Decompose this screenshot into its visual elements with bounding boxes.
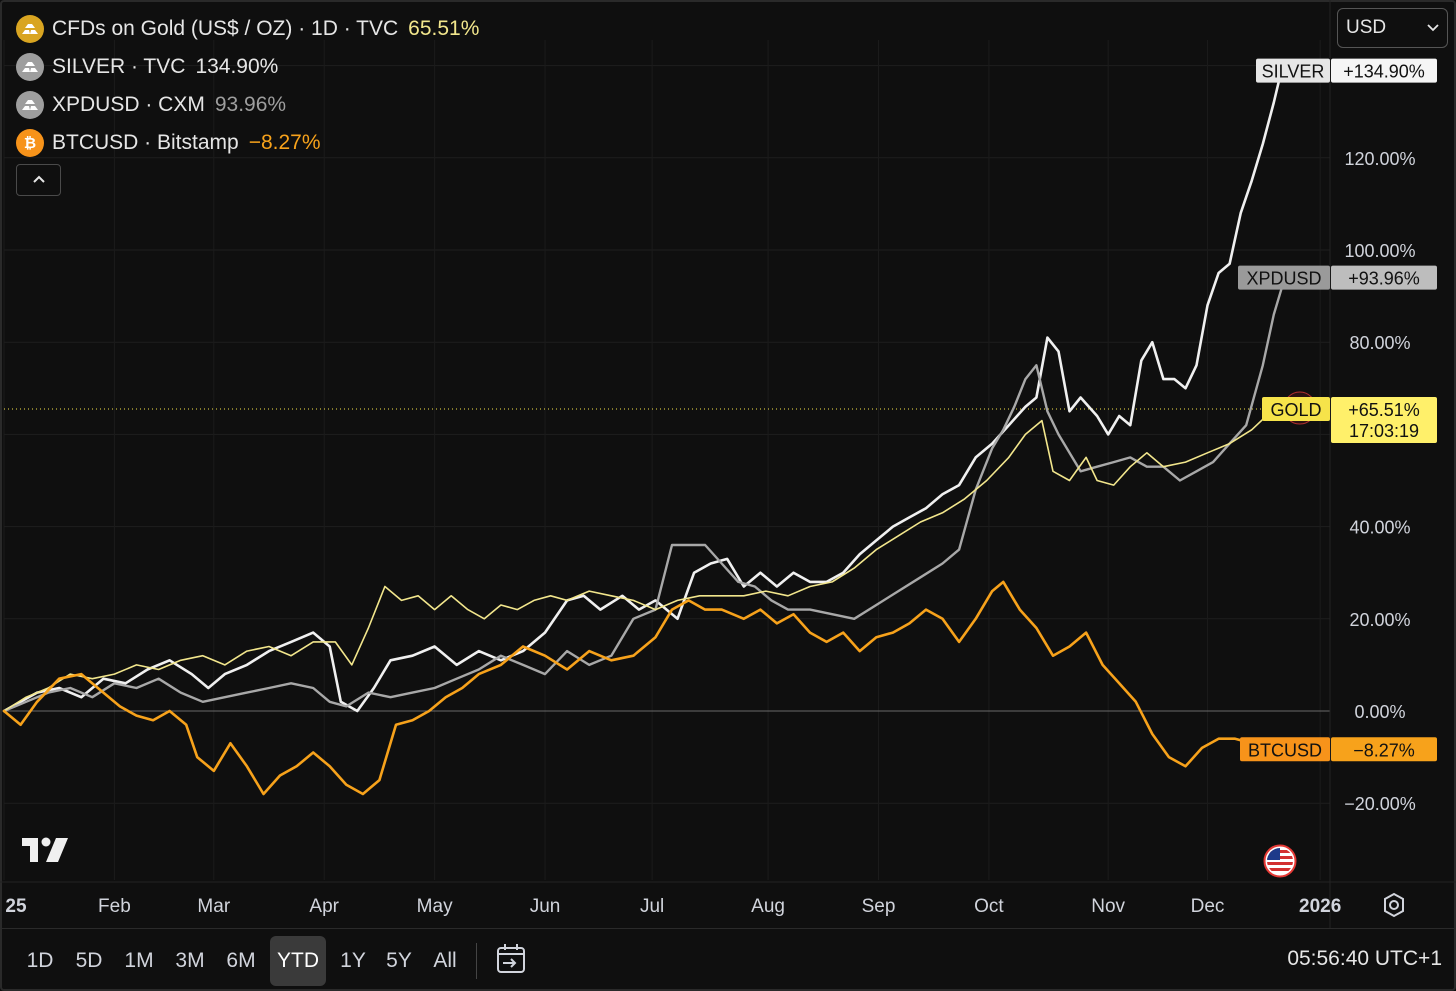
tradingview-logo-icon[interactable]	[22, 834, 70, 864]
legend-value: −8.27%	[248, 131, 321, 154]
legend-row-xpdusd[interactable]: XPDUSD · CXM 93.96%	[16, 86, 479, 124]
toolbar-divider	[476, 943, 477, 979]
badge-value-bg-xpdusd	[1331, 265, 1437, 290]
chevron-up-icon	[32, 175, 45, 183]
range-1m[interactable]: 1M	[124, 949, 154, 972]
badge-name-silver: SILVER	[1262, 62, 1325, 82]
legend: CFDs on Gold (US$ / OZ) · 1D · TVC 65.51…	[16, 10, 479, 162]
x-tick-label: Feb	[98, 896, 131, 917]
collapse-legend-button[interactable]	[16, 164, 61, 196]
badge-name-xpdusd: XPDUSD	[1246, 269, 1321, 289]
bitcoin-icon: ₿	[16, 129, 44, 157]
badge-value-silver: +134.90%	[1343, 62, 1425, 82]
x-tick-label: Nov	[1091, 896, 1125, 917]
badge-value-xpdusd: +93.96%	[1348, 269, 1420, 289]
legend-row-silver[interactable]: SILVER · TVC 134.90%	[16, 48, 479, 86]
range-5d[interactable]: 5D	[75, 949, 103, 972]
badge-name-bg-btcusd	[1240, 737, 1330, 762]
series-line-gold[interactable]	[3, 408, 1275, 712]
x-tick-label: Apr	[309, 896, 339, 917]
badge-name-btcusd: BTCUSD	[1248, 740, 1322, 760]
y-tick-label: 20.00%	[1349, 610, 1410, 630]
x-tick-label: Jul	[640, 896, 664, 917]
series-line-btcusd[interactable]	[2, 580, 1276, 796]
series-line-xpdusd[interactable]	[2, 276, 1286, 713]
x-tick-label: Sep	[862, 896, 896, 917]
x-tick-label: Aug	[751, 896, 785, 917]
range-6m[interactable]: 6M	[226, 949, 256, 972]
legend-value: 93.96%	[214, 93, 287, 116]
legend-name: BTCUSD · Bitstamp	[52, 131, 239, 154]
series-lines	[2, 64, 1317, 796]
x-tick-label: Oct	[974, 896, 1004, 917]
price-badges: SILVER +134.90% XPDUSD +93.96% GOLD +65.51%17…	[1238, 58, 1437, 762]
currency-label: USD	[1346, 17, 1387, 38]
badge-value-btcusd: −8.27%	[1353, 740, 1415, 760]
y-tick-label: 120.00%	[1344, 149, 1415, 169]
legend-name: CFDs on Gold (US$ / OZ) · 1D · TVC	[52, 17, 399, 40]
grid	[0, 0, 1456, 928]
legend-value: 134.90%	[195, 55, 279, 78]
series-line-silver[interactable]	[2, 64, 1284, 713]
legend-value: 65.51%	[408, 17, 480, 40]
range-5y[interactable]: 5Y	[386, 949, 412, 972]
y-tick-label: 80.00%	[1349, 333, 1410, 353]
clock-timezone[interactable]: 05:56:40 UTC+1	[1287, 947, 1442, 970]
badge-name-gold: GOLD	[1270, 400, 1321, 420]
range-ytd[interactable]: YTD	[270, 936, 326, 986]
legend-name: SILVER · TVC	[52, 55, 186, 78]
badge-name-bg-gold	[1262, 397, 1330, 422]
range-1y[interactable]: 1Y	[340, 949, 366, 972]
y-tick-label: 100.00%	[1344, 241, 1415, 261]
chevron-down-icon	[1427, 24, 1439, 32]
legend-row-btcusd[interactable]: ₿ BTCUSD · Bitstamp −8.27%	[16, 124, 479, 162]
legend-name: XPDUSD · CXM	[52, 93, 205, 116]
badge-value-bg-gold	[1331, 397, 1437, 444]
y-tick-label: −20.00%	[1344, 794, 1416, 814]
currency-select[interactable]: USD	[1337, 8, 1448, 48]
x-tick-label: Dec	[1191, 896, 1225, 917]
gold-bars-icon	[16, 15, 44, 43]
badge-value-gold: +65.51%	[1348, 400, 1420, 420]
calendar-goto-icon[interactable]	[493, 941, 529, 977]
range-3m[interactable]: 3M	[175, 949, 205, 972]
us-flag-icon	[1263, 844, 1297, 878]
x-tick-label: Jun	[530, 896, 561, 917]
palladium-bars-icon	[16, 91, 44, 119]
badge-value-bg-btcusd	[1331, 737, 1437, 762]
gear-icon[interactable]	[1380, 891, 1408, 919]
x-tick-label: May	[417, 896, 453, 917]
silver-bars-icon	[16, 53, 44, 81]
range-1d[interactable]: 1D	[26, 949, 54, 972]
y-tick-label: 0.00%	[1354, 702, 1405, 722]
y-tick-label: 40.00%	[1349, 518, 1410, 538]
badge-name-bg-silver	[1256, 58, 1330, 83]
badge-countdown-gold: 17:03:19	[1349, 421, 1419, 441]
x-tick-label: 2026	[1299, 896, 1341, 917]
axes: 140.00%120.00%100.00%80.00%40.00%20.00%0…	[5, 57, 1415, 917]
legend-row-gold[interactable]: CFDs on Gold (US$ / OZ) · 1D · TVC 65.51…	[16, 10, 479, 48]
x-tick-label: Mar	[197, 896, 230, 917]
bottom-toolbar: 1D 5D 1M 3M 6M YTD 1Y 5Y All 05:56:40 UT…	[0, 928, 1456, 991]
range-all[interactable]: All	[433, 949, 457, 972]
x-tick-label: 25	[5, 896, 27, 917]
badge-name-bg-xpdusd	[1238, 265, 1330, 290]
badge-value-bg-silver	[1331, 58, 1437, 83]
